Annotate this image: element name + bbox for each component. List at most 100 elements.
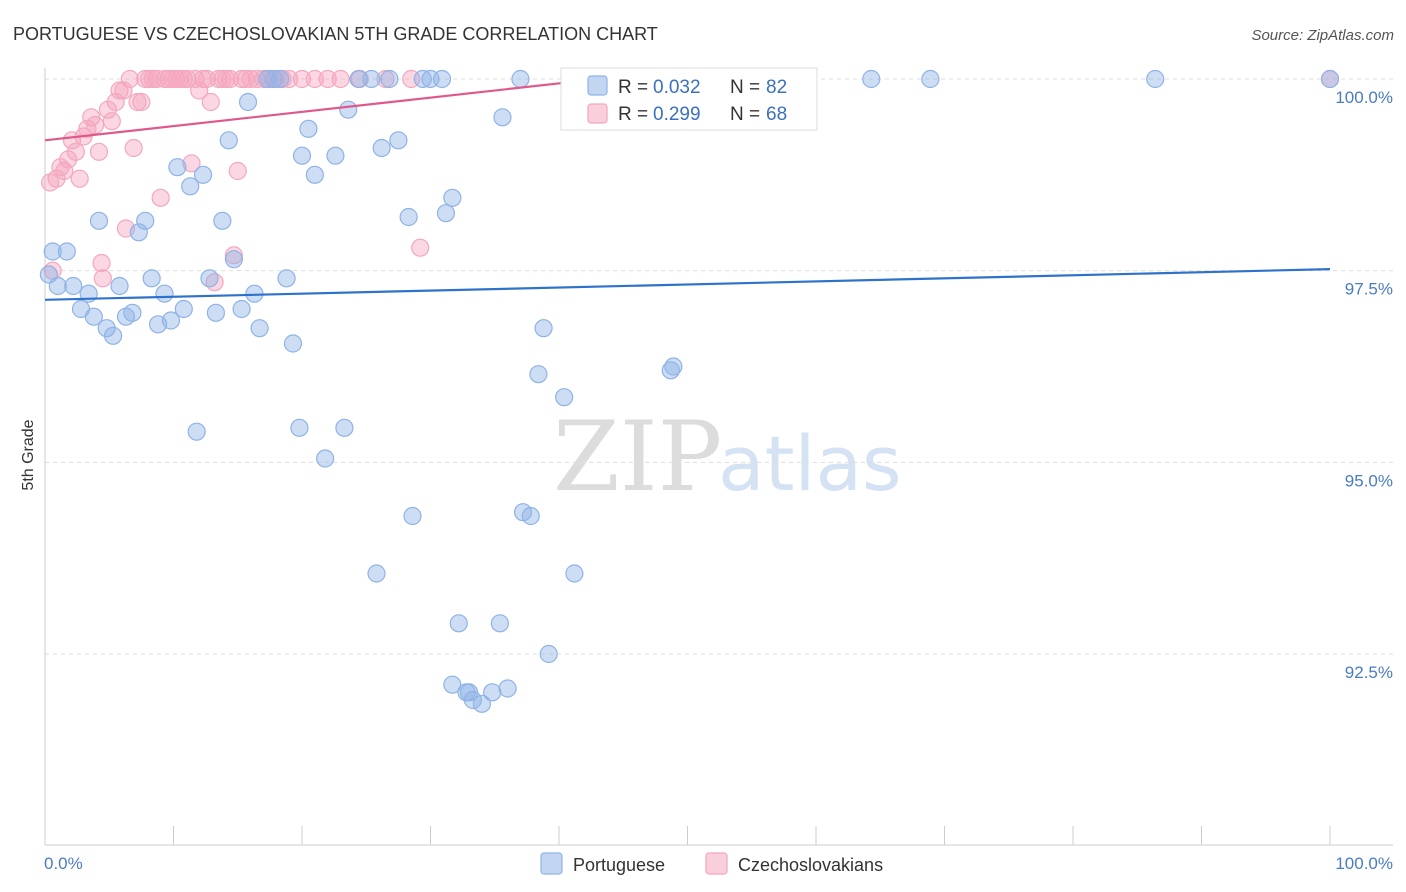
czechoslovakian-point xyxy=(331,69,350,89)
portuguese-point xyxy=(142,269,161,288)
portuguese-point xyxy=(232,299,251,319)
czechoslovakian-point xyxy=(292,69,312,89)
portuguese-point xyxy=(292,146,312,165)
czechoslovakian-point xyxy=(55,161,74,181)
legend-r-value-czechoslovakians: 0.299 xyxy=(653,104,701,125)
legend-r-label-portuguese: R = xyxy=(618,77,648,98)
chart-source: Source: ZipAtlas.com xyxy=(1251,27,1394,44)
czechoslovakian-point xyxy=(217,69,236,89)
portuguese-point xyxy=(529,365,548,384)
portuguese-point xyxy=(493,108,512,127)
czechoslovakian-point xyxy=(110,81,129,100)
portuguese-point xyxy=(555,388,574,407)
portuguese-point xyxy=(432,69,452,89)
portuguese-point xyxy=(64,276,83,296)
y-tick-label: 92.5% xyxy=(1345,663,1393,682)
portuguese-point xyxy=(187,422,206,441)
portuguese-point xyxy=(104,326,123,345)
legend-box: R = 0.032 N = 82 R = 0.299 N = 68 xyxy=(560,67,818,131)
legend-n-label-czechoslovakians: N = xyxy=(730,104,760,125)
czechoslovakian-point xyxy=(92,253,111,273)
czechoslovakian-point xyxy=(170,69,190,89)
czechoslovakian-point xyxy=(193,69,213,89)
czechoslovakian-point xyxy=(93,269,112,288)
x-tick-label-right: 100.0% xyxy=(1335,854,1393,873)
portuguese-point xyxy=(271,69,290,89)
portuguese-point xyxy=(413,69,432,89)
portuguese-point xyxy=(213,211,232,230)
portuguese-point xyxy=(534,319,553,338)
bottom-legend-label-portuguese: Portuguese xyxy=(573,855,665,875)
czechoslovakian-point xyxy=(89,142,109,161)
czechoslovakian-point xyxy=(128,92,147,112)
czechoslovakian-point xyxy=(47,169,66,188)
portuguese-point xyxy=(498,679,517,698)
bottom-legend: Portuguese Czechoslovakians xyxy=(540,852,883,875)
portuguese-point xyxy=(339,100,358,119)
czechoslovakian-point xyxy=(114,81,133,100)
legend-r-value-portuguese: 0.032 xyxy=(653,77,701,98)
portuguese-point xyxy=(136,211,155,230)
grid-lines xyxy=(45,78,1393,655)
trend-lines xyxy=(44,79,1331,301)
portuguese-point xyxy=(219,131,238,150)
czechoslovakian-point xyxy=(151,188,170,207)
portuguese-point xyxy=(326,146,345,165)
legend-swatch-portuguese xyxy=(587,75,608,96)
portuguese-point xyxy=(362,69,381,89)
portuguese-point xyxy=(238,92,258,112)
extra-point xyxy=(1320,69,1340,89)
portuguese-point xyxy=(539,644,558,664)
tick-labels: 100.0% 97.5% 95.0% 92.5% 0.0% 100.0% xyxy=(44,88,1393,873)
portuguese-point xyxy=(250,319,269,338)
legend-n-value-portuguese: 82 xyxy=(766,77,787,98)
portuguese-point xyxy=(921,69,940,89)
portuguese-point xyxy=(349,69,368,89)
portuguese-point xyxy=(1146,69,1165,89)
portuguese-point xyxy=(521,506,540,526)
portuguese-point xyxy=(283,334,303,353)
portuguese-point xyxy=(264,69,283,89)
czechoslovakian-point xyxy=(70,169,89,188)
portuguese-point xyxy=(389,131,408,150)
czechoslovakian-point xyxy=(228,161,247,181)
czechoslovakian-point xyxy=(102,112,121,131)
czechoslovakian-point xyxy=(224,246,243,265)
portuguese-trend-line xyxy=(44,268,1331,301)
portuguese-point xyxy=(277,269,296,288)
bottom-legend-label-czechoslovakians: Czechoslovakians xyxy=(738,855,883,875)
czechoslovakian-trend-line xyxy=(44,79,585,142)
portuguese-point xyxy=(565,564,584,583)
portuguese-point xyxy=(174,299,193,319)
watermark: ZIP atlas xyxy=(553,401,902,513)
portuguese-point xyxy=(305,165,324,184)
portuguese-point xyxy=(664,357,683,376)
portuguese-point xyxy=(48,276,67,296)
portuguese-point xyxy=(290,418,309,437)
portuguese-point xyxy=(472,694,491,713)
x-tick-label-left: 0.0% xyxy=(44,854,83,873)
portuguese-point xyxy=(449,614,468,633)
portuguese-point xyxy=(862,69,881,89)
czechoslovakian-point xyxy=(411,238,430,257)
y-tick-label: 97.5% xyxy=(1345,280,1393,299)
czechoslovakian-point xyxy=(201,92,220,112)
portuguese-point xyxy=(463,690,483,710)
czechoslovakian-point xyxy=(86,115,105,135)
portuguese-point xyxy=(200,269,219,288)
portuguese-point xyxy=(181,177,200,196)
y-axis-label: 5th Grade xyxy=(20,419,37,490)
czechoslovakian-point xyxy=(132,92,151,112)
portuguese-point xyxy=(483,683,502,702)
legend-n-value-czechoslovakians: 68 xyxy=(766,104,787,125)
portuguese-point xyxy=(436,204,456,223)
portuguese-point xyxy=(258,69,277,89)
legend-swatch-czechoslovakians xyxy=(587,103,608,124)
portuguese-point xyxy=(367,564,386,583)
portuguese-point xyxy=(443,188,462,207)
y-tick-label: 100.0% xyxy=(1335,88,1393,107)
portuguese-point xyxy=(443,675,462,694)
portuguese-point xyxy=(299,119,318,138)
bottom-legend-swatch-czechoslovakians xyxy=(705,852,728,875)
